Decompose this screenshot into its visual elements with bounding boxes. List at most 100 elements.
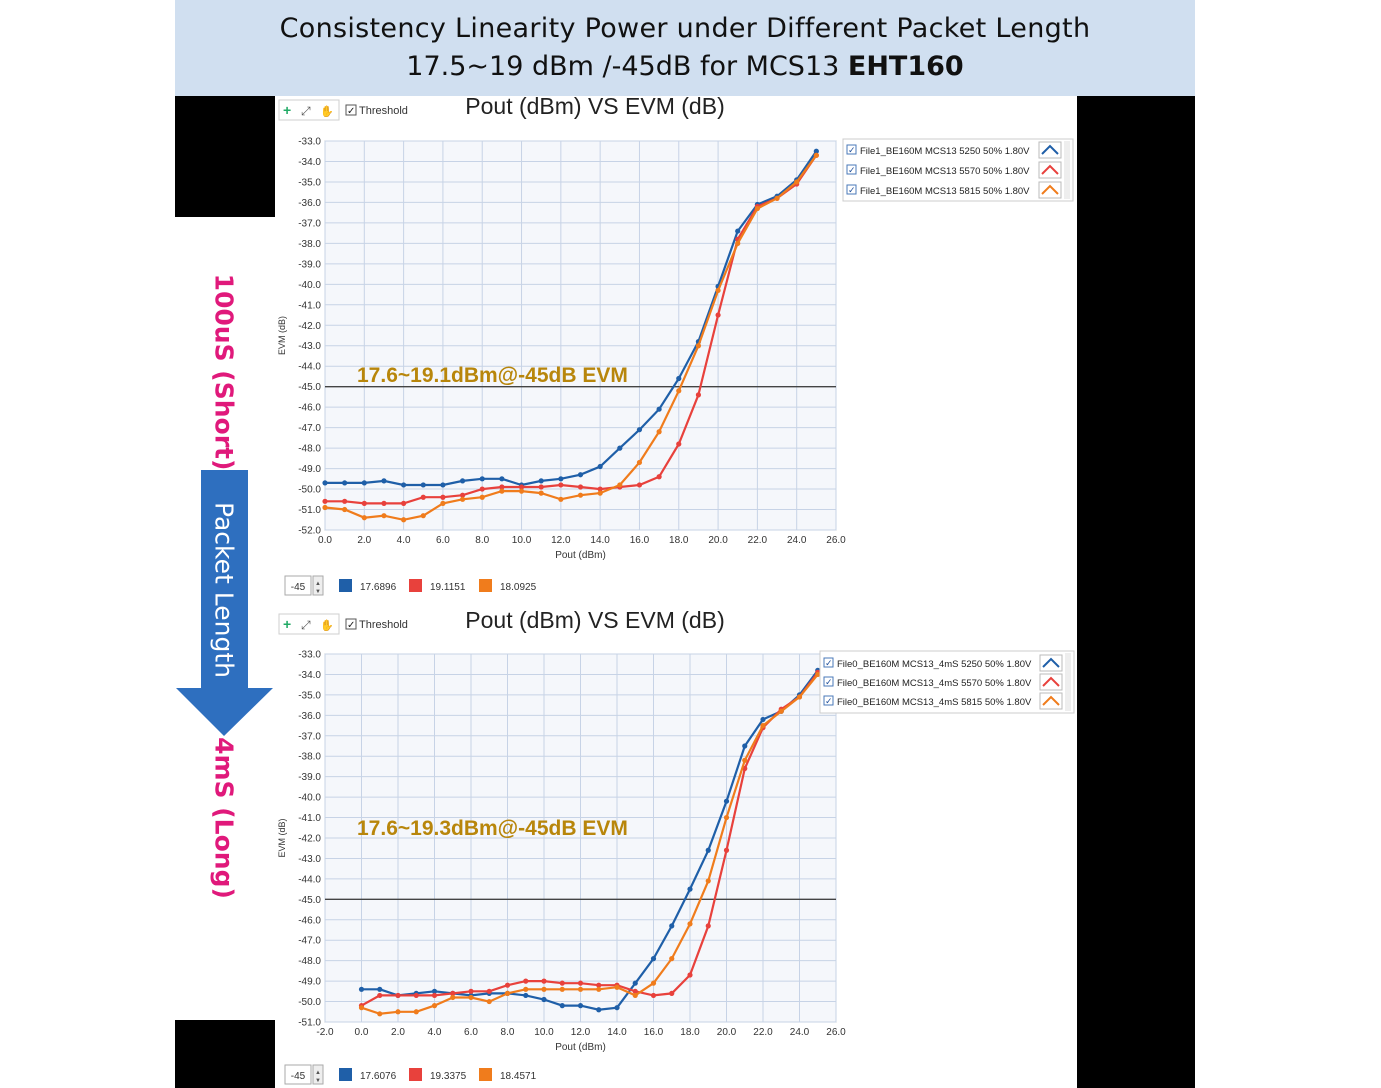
data-point (735, 228, 741, 234)
legend-scrollbar[interactable] (1065, 653, 1071, 711)
data-point (395, 1009, 401, 1015)
data-point (431, 988, 438, 994)
legend-swatch-icon (1042, 695, 1060, 706)
data-point (518, 488, 525, 494)
x-tick-label: 24.0 (787, 535, 807, 546)
y-tick-label: -38.0 (298, 752, 321, 763)
data-point (538, 490, 544, 496)
legend-box (819, 650, 1075, 714)
data-point (420, 513, 426, 519)
legend-label: File0_BE160M MCS13_4mS 5570 50% 1.80V (837, 678, 1032, 689)
legend-swatch-icon (1041, 144, 1059, 155)
spinner-down-icon: ▼ (315, 589, 321, 595)
data-point (413, 992, 419, 999)
legend-checkbox[interactable] (846, 164, 857, 175)
data-point (650, 992, 657, 999)
data-point (597, 490, 603, 496)
x-tick-label: 10.0 (512, 535, 532, 546)
series-3 (358, 671, 821, 1017)
legend-checkbox[interactable] (846, 184, 857, 195)
y-tick-label: -48.0 (298, 444, 321, 455)
data-point (504, 982, 511, 988)
threshold-checkbox[interactable] (345, 618, 357, 630)
data-point (541, 996, 547, 1003)
pan-icon: ⤢ (300, 618, 311, 632)
data-point (440, 482, 446, 488)
data-point (735, 240, 741, 246)
x-axis-label: Pout (dBm) (555, 550, 606, 561)
left-black-panel-bottom (175, 1020, 275, 1088)
data-point (401, 482, 407, 488)
threshold-value-swatch (339, 579, 352, 592)
right-black-panel (1077, 96, 1195, 1088)
data-point (361, 500, 367, 506)
legend-swatch-icon (1042, 657, 1060, 668)
series-line (361, 673, 819, 1015)
y-tick-label: -40.0 (298, 280, 321, 291)
data-point (401, 500, 407, 506)
threshold-value-swatch (409, 579, 422, 592)
data-point (431, 1003, 438, 1009)
legend: ✓ File1_BE160M MCS13 5250 50% 1.80V ✓ File1… (842, 138, 1074, 202)
y-tick-label: -35.0 (298, 177, 321, 188)
x-tick-label: -2.0 (316, 1027, 334, 1038)
chart-title: Pout (dBm) VS EVM (dB) (465, 608, 724, 633)
threshold-value: 17.6076 (360, 1071, 397, 1082)
data-point (459, 492, 466, 498)
legend-swatch-box (1039, 673, 1063, 691)
left-black-panel-top (175, 96, 275, 217)
legend-check-icon: ✓ (825, 677, 833, 687)
legend-swatch-icon (1042, 676, 1060, 687)
data-point (459, 478, 466, 484)
data-point (499, 488, 505, 494)
spinner-up-icon: ▲ (315, 581, 321, 587)
legend: ✓ File0_BE160M MCS13_4mS 5250 50% 1.80V ✓ F… (819, 650, 1075, 714)
legend-checkbox[interactable] (823, 657, 834, 668)
hand-icon: ✋ (320, 105, 334, 118)
data-point (401, 517, 407, 523)
x-tick-label: 12.0 (551, 535, 571, 546)
legend-checkbox[interactable] (846, 144, 857, 155)
zoom-icon: + (283, 102, 291, 118)
data-point (774, 195, 780, 201)
data-point (413, 1009, 419, 1015)
y-tick-label: -38.0 (298, 239, 321, 250)
y-tick-label: -45.0 (298, 895, 321, 906)
toolbar-box (278, 613, 340, 635)
x-tick-label: 10.0 (534, 1027, 554, 1038)
arrow-shape (176, 470, 273, 736)
threshold-input-value: -45 (291, 1071, 306, 1082)
threshold-input[interactable] (284, 575, 312, 596)
header-title-line2: 17.5~19 dBm /-45dB for MCS13 EHT160 (175, 51, 1195, 82)
data-point (559, 986, 565, 992)
threshold-spinner[interactable] (312, 1064, 324, 1085)
data-point (538, 478, 544, 484)
y-tick-label: -44.0 (298, 874, 321, 885)
threshold-checkbox[interactable] (345, 104, 357, 116)
x-tick-label: 14.0 (590, 535, 610, 546)
y-tick-label: -48.0 (298, 956, 321, 967)
data-point (794, 179, 800, 185)
y-tick-label: -49.0 (298, 977, 321, 988)
data-point (468, 988, 474, 994)
legend-checkbox[interactable] (823, 695, 834, 706)
threshold-spinner[interactable] (312, 575, 324, 596)
data-point (695, 392, 702, 398)
header-title-line1: Consistency Linearity Power under Differ… (279, 13, 1091, 44)
data-point (597, 463, 603, 470)
x-tick-label: 26.0 (826, 1027, 846, 1038)
y-tick-label: -50.0 (298, 485, 321, 496)
data-point (617, 482, 623, 488)
spinner-down-icon: ▼ (315, 1078, 321, 1084)
legend-checkbox[interactable] (823, 676, 834, 687)
legend-swatch-box (1039, 654, 1063, 672)
threshold-input[interactable] (284, 1064, 312, 1085)
data-point (541, 978, 547, 984)
data-point (632, 980, 638, 986)
data-point (518, 484, 525, 490)
legend-check-icon: ✓ (825, 658, 833, 668)
data-point (813, 152, 819, 158)
x-tick-label: 20.0 (717, 1027, 737, 1038)
data-point (377, 992, 383, 999)
legend-scrollbar[interactable] (1064, 141, 1070, 199)
